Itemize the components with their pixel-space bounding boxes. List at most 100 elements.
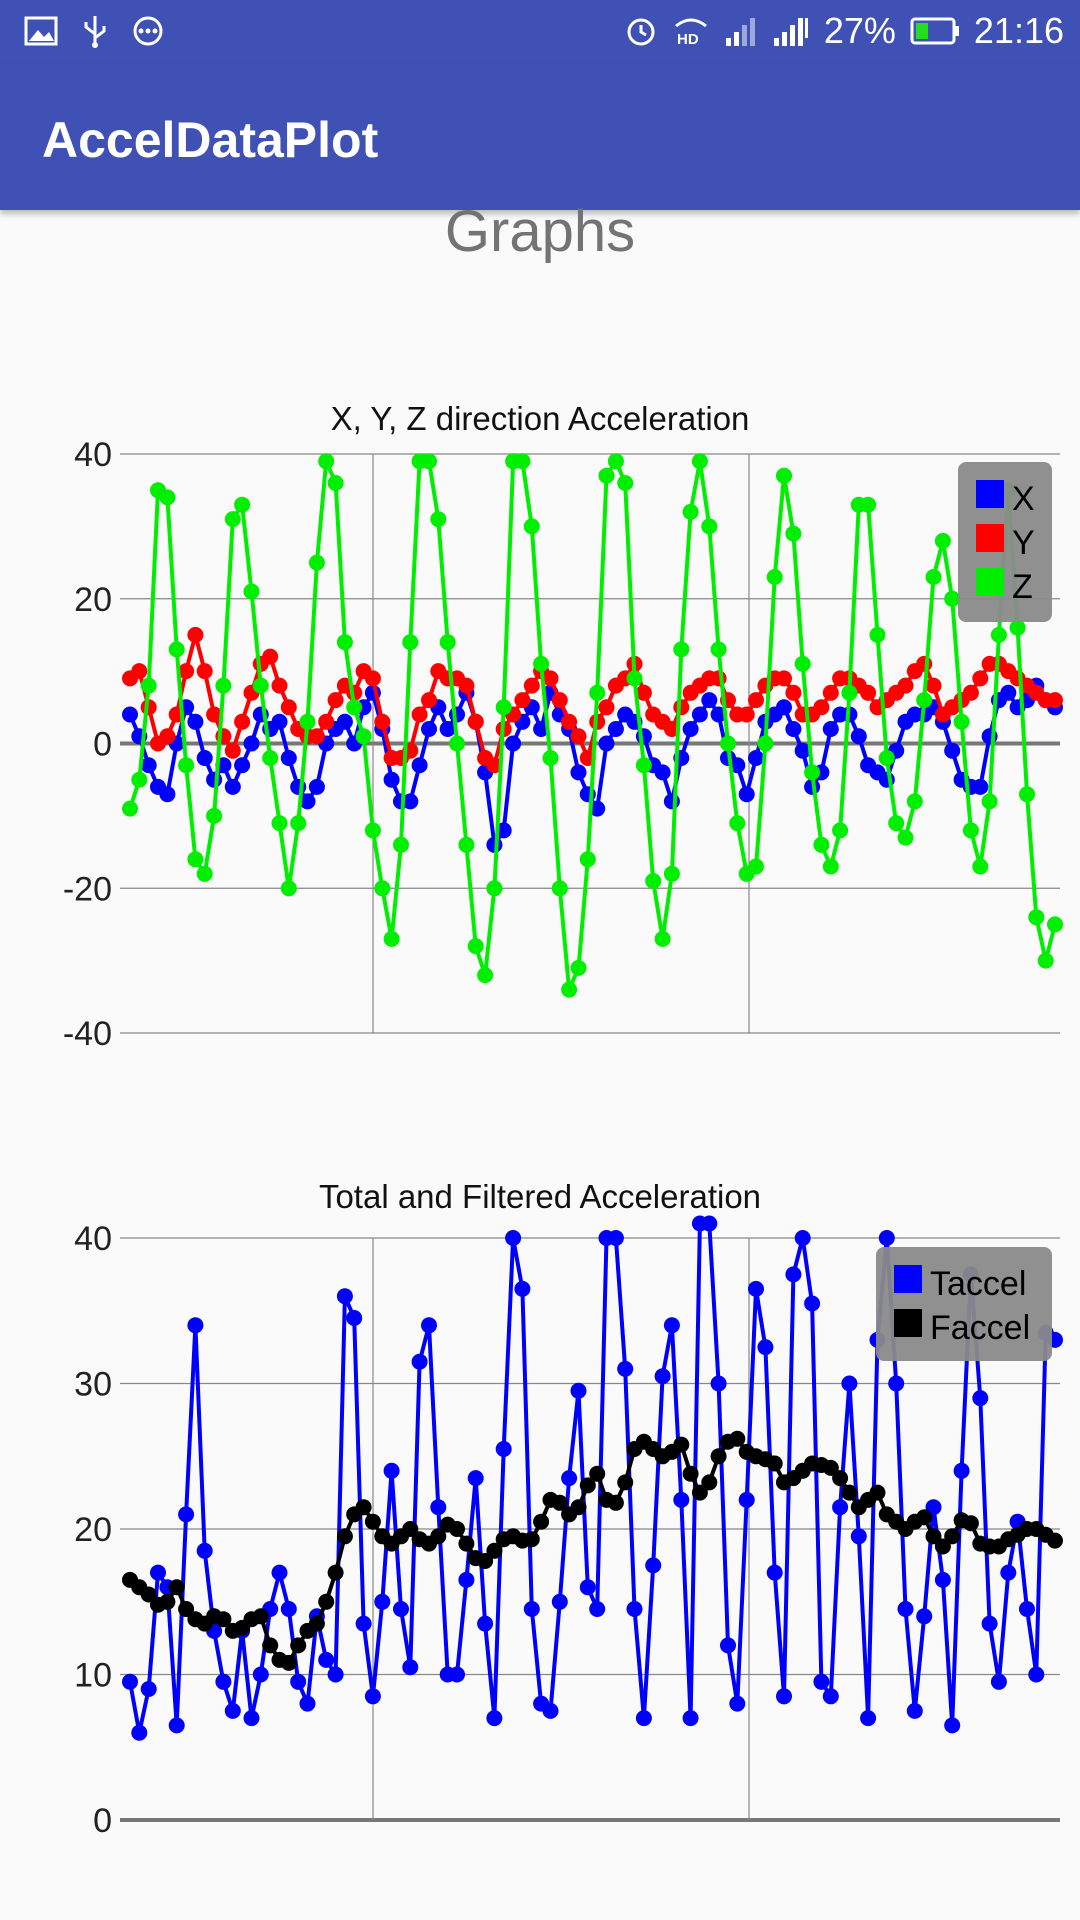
data-point-faccel bbox=[832, 1470, 849, 1487]
data-point-z bbox=[383, 930, 400, 947]
data-point-taccel bbox=[458, 1571, 475, 1588]
data-point-taccel bbox=[589, 1601, 606, 1617]
signal-icon-2 bbox=[773, 18, 808, 46]
data-point-x bbox=[383, 771, 400, 788]
data-point-x bbox=[691, 706, 708, 723]
data-point-z bbox=[168, 641, 185, 658]
data-point-x bbox=[336, 713, 353, 730]
data-point-x bbox=[776, 699, 792, 716]
data-point-y bbox=[785, 684, 802, 701]
hd-icon: HD bbox=[674, 18, 707, 48]
data-point-faccel bbox=[944, 1528, 961, 1545]
data-point-z bbox=[355, 728, 372, 745]
alarm-icon bbox=[627, 18, 655, 46]
data-point-y bbox=[196, 663, 213, 680]
data-point-z bbox=[178, 757, 195, 774]
data-point-taccel bbox=[383, 1462, 400, 1479]
data-point-x bbox=[243, 735, 260, 752]
data-point-taccel bbox=[850, 1528, 867, 1545]
data-point-faccel bbox=[579, 1477, 596, 1494]
data-point-taccel bbox=[766, 1564, 783, 1581]
data-point-taccel bbox=[981, 1615, 998, 1632]
data-point-taccel bbox=[299, 1695, 316, 1712]
data-point-z bbox=[206, 807, 223, 824]
data-point-z bbox=[645, 873, 662, 889]
data-point-x bbox=[159, 786, 176, 803]
data-point-x bbox=[402, 793, 419, 810]
data-point-y bbox=[364, 670, 381, 687]
data-point-z bbox=[514, 453, 531, 470]
data-point-faccel bbox=[308, 1615, 325, 1632]
data-point-faccel bbox=[252, 1608, 269, 1625]
data-point-taccel bbox=[150, 1564, 166, 1581]
data-point-faccel bbox=[701, 1474, 718, 1491]
data-point-taccel bbox=[364, 1688, 381, 1705]
data-point-z bbox=[458, 836, 475, 853]
data-point-z bbox=[776, 467, 792, 484]
data-point-z bbox=[393, 836, 409, 853]
data-point-y bbox=[962, 684, 979, 701]
data-point-taccel bbox=[393, 1601, 409, 1617]
data-point-z bbox=[533, 655, 550, 672]
data-point-z bbox=[598, 467, 615, 484]
data-point-faccel bbox=[477, 1553, 494, 1569]
y-tick-label: 20 bbox=[74, 581, 112, 619]
data-point-z bbox=[832, 822, 849, 839]
app-title: AccelDataPlot bbox=[42, 112, 379, 168]
data-point-z bbox=[729, 815, 746, 832]
data-point-z bbox=[953, 713, 970, 730]
data-point-faccel bbox=[916, 1509, 933, 1526]
data-point-x bbox=[533, 721, 550, 737]
data-point-z bbox=[748, 858, 764, 875]
data-point-x bbox=[206, 771, 223, 788]
data-point-y bbox=[551, 692, 568, 709]
data-point-z bbox=[654, 930, 671, 947]
data-point-z bbox=[1037, 952, 1054, 969]
data-point-y bbox=[860, 684, 877, 701]
data-point-z bbox=[346, 699, 363, 716]
data-point-y bbox=[673, 699, 690, 716]
data-point-taccel bbox=[280, 1601, 297, 1617]
data-point-faccel bbox=[168, 1579, 185, 1596]
more-icon bbox=[133, 16, 163, 46]
data-point-faccel bbox=[523, 1531, 540, 1548]
data-point-taccel bbox=[645, 1557, 662, 1574]
data-point-taccel bbox=[579, 1579, 596, 1596]
data-point-x bbox=[280, 750, 297, 766]
data-point-taccel bbox=[607, 1230, 624, 1246]
data-point-y bbox=[1047, 692, 1063, 709]
data-point-z bbox=[327, 475, 344, 491]
data-point-faccel bbox=[262, 1637, 279, 1654]
data-point-x bbox=[738, 786, 755, 803]
data-point-taccel bbox=[1019, 1601, 1035, 1617]
data-point-taccel bbox=[514, 1280, 531, 1297]
data-point-z bbox=[663, 865, 680, 882]
data-point-x bbox=[299, 793, 316, 810]
data-point-z bbox=[542, 750, 559, 766]
data-point-taccel bbox=[140, 1681, 157, 1697]
data-point-z bbox=[364, 822, 381, 839]
data-point-taccel bbox=[832, 1499, 849, 1516]
data-point-taccel bbox=[355, 1615, 372, 1632]
data-point-x bbox=[196, 750, 213, 766]
data-point-taccel bbox=[318, 1651, 335, 1668]
data-point-z bbox=[869, 626, 886, 643]
data-point-taccel bbox=[860, 1710, 877, 1727]
data-point-faccel bbox=[430, 1528, 447, 1545]
data-point-x bbox=[495, 822, 512, 839]
data-point-taccel bbox=[748, 1280, 764, 1297]
data-point-faccel bbox=[766, 1455, 783, 1472]
data-point-taccel bbox=[505, 1230, 522, 1246]
legend-swatch-x bbox=[976, 480, 1004, 508]
y-tick-label: 0 bbox=[93, 726, 112, 764]
data-point-z bbox=[757, 735, 774, 752]
data-point-z bbox=[439, 634, 456, 651]
status-bar: HD 27% 21:16 bbox=[0, 0, 1080, 63]
data-point-faccel bbox=[822, 1459, 839, 1476]
data-point-faccel bbox=[290, 1637, 307, 1654]
data-point-y bbox=[542, 670, 559, 687]
data-point-x bbox=[682, 721, 699, 737]
data-point-faccel bbox=[215, 1611, 232, 1628]
data-point-z bbox=[720, 735, 736, 752]
data-point-y bbox=[598, 699, 615, 716]
